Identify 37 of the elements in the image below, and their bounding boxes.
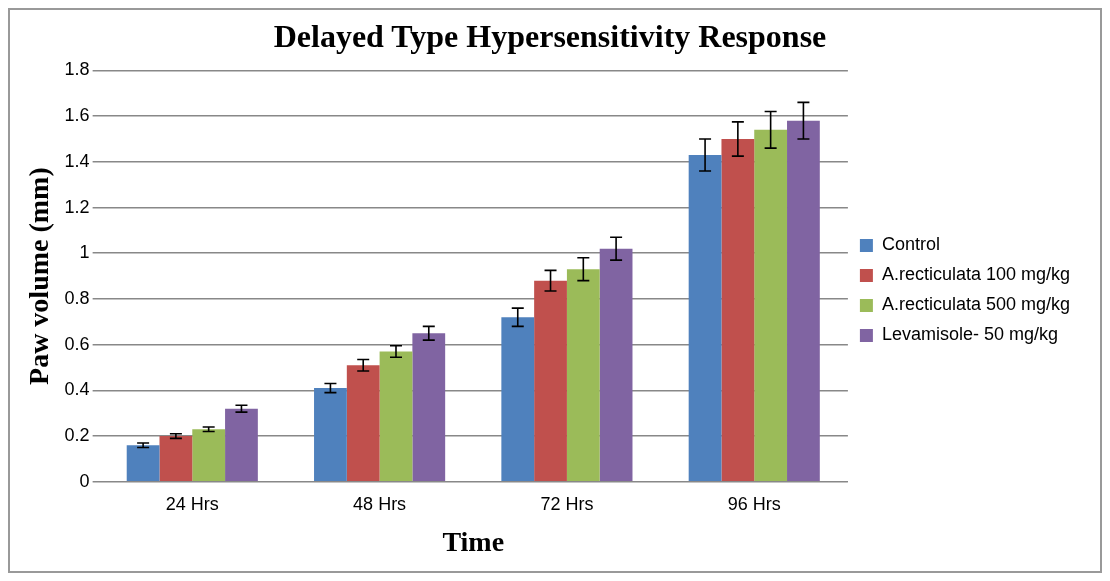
y-axis-title: Paw volume (mm) [23, 167, 55, 385]
y-tick-label: 1.6 [64, 105, 90, 126]
chart-title: Delayed Type Hypersensitivity Response [273, 18, 827, 55]
legend-label: Control [881, 234, 940, 255]
y-tick-label: 0.2 [64, 425, 90, 446]
x-tick-label: 48 Hrs [353, 493, 407, 514]
legend-label: Levamisole- 50 mg/kg [881, 324, 1058, 345]
bar [787, 120, 820, 482]
y-tick-label: 0.4 [64, 379, 90, 400]
x-tick-label: 24 Hrs [165, 493, 219, 514]
legend-label: A.recticulata 100 mg/kg [881, 264, 1071, 285]
y-tick-label: 0.8 [64, 287, 90, 308]
x-axis-title: Time [442, 526, 505, 558]
x-tick-label: 72 Hrs [540, 493, 594, 514]
bar [159, 436, 193, 482]
y-tick-label: 0.6 [64, 333, 90, 354]
bar [346, 365, 380, 482]
bar [314, 388, 347, 482]
y-tick-label: 1 [79, 242, 90, 263]
bar [599, 248, 633, 482]
bar [225, 408, 258, 482]
bar [379, 351, 413, 482]
bar [534, 280, 567, 482]
bar [412, 333, 446, 482]
bar [501, 317, 535, 482]
bar [126, 445, 160, 482]
y-tick-label: 1.4 [64, 150, 90, 171]
legend-label: A.recticulata 500 mg/kg [881, 294, 1071, 315]
y-tick-label: 1.8 [64, 59, 90, 80]
bar [754, 129, 788, 482]
y-tick-label: 0 [79, 470, 90, 491]
bar [192, 429, 226, 482]
x-tick-label: 96 Hrs [727, 493, 781, 514]
y-tick-label: 1.2 [64, 196, 90, 217]
bar [721, 138, 755, 482]
bar [566, 269, 600, 482]
bar [688, 154, 722, 482]
